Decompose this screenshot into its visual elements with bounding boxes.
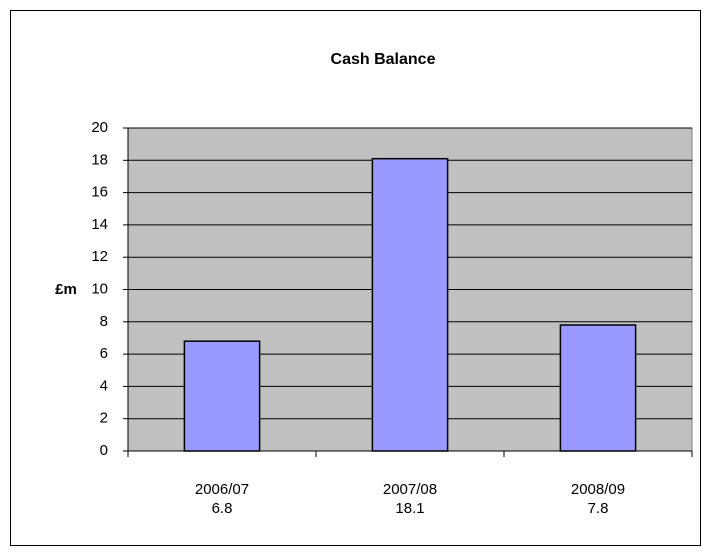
y-tick-label: 8 (100, 313, 108, 330)
y-tick-label: 16 (91, 184, 108, 201)
y-tick-label: 12 (91, 248, 108, 265)
y-tick-label: 2 (100, 410, 108, 427)
chart-title: Cash Balance (331, 51, 436, 68)
bar (183, 340, 261, 452)
y-tick-label: 14 (91, 216, 108, 233)
y-axis-label: £m (55, 281, 77, 298)
y-tick-label: 10 (91, 280, 108, 297)
x-tick-label: 2006/07 (195, 481, 249, 498)
y-tick-label: 20 (91, 119, 108, 136)
value-label: 18.1 (395, 500, 424, 517)
x-tick-label: 2008/09 (571, 481, 625, 498)
x-tick-label: 2007/08 (383, 481, 437, 498)
bar (559, 324, 637, 452)
bar (371, 157, 449, 452)
y-tick-label: 18 (91, 151, 108, 168)
value-label: 6.8 (212, 500, 233, 517)
value-label: 7.8 (588, 500, 609, 517)
y-tick-label: 6 (100, 345, 108, 362)
y-tick-label: 4 (100, 377, 108, 394)
y-tick-label: 0 (100, 442, 108, 459)
